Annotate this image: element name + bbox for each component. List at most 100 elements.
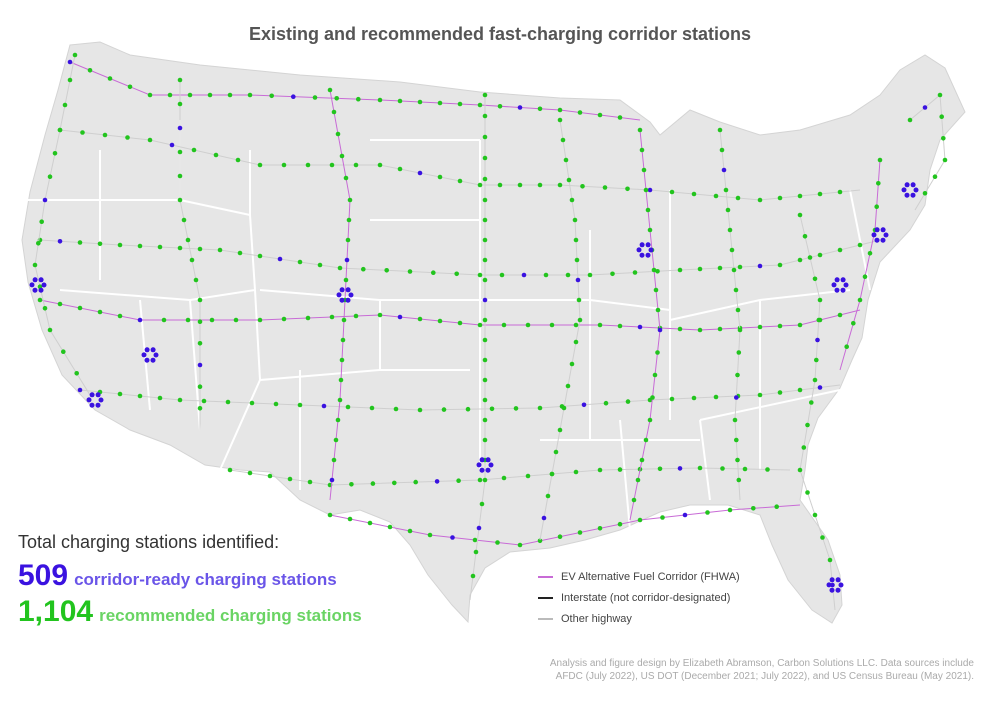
corridor-ready-station-marker: [648, 247, 654, 253]
corridor-ready-station-marker: [485, 457, 491, 463]
recommended-station-marker: [482, 437, 488, 443]
recommended-station-marker: [437, 318, 443, 324]
recommended-station-marker: [723, 187, 729, 193]
corridor-ready-station-marker: [95, 392, 101, 398]
recommended-station-marker: [437, 174, 443, 180]
recommended-station-marker: [565, 272, 571, 278]
corridor-ready-station-marker: [657, 327, 663, 333]
legend-item-ev-corridor: EV Alternative Fuel Corridor (FHWA): [538, 566, 740, 587]
recommended-station-marker: [57, 127, 63, 133]
recommended-station-marker: [97, 309, 103, 315]
recommended-station-marker: [157, 244, 163, 250]
recommended-station-marker: [557, 182, 563, 188]
recommended-station-marker: [489, 406, 495, 412]
corridor-ready-station-marker: [647, 187, 653, 193]
recommended-station-marker: [557, 427, 563, 433]
corridor-ready-station-marker: [901, 187, 907, 193]
recommended-station-marker: [757, 324, 763, 330]
recommended-station-marker: [177, 197, 183, 203]
corridor-ready-station-marker: [95, 402, 101, 408]
recommended-station-marker: [587, 272, 593, 278]
recommended-station-marker: [257, 253, 263, 259]
recommended-station-marker: [161, 317, 167, 323]
recommended-station-marker: [617, 467, 623, 472]
legend-swatch-other-highway: [538, 617, 553, 620]
corridor-ready-station-marker: [913, 187, 919, 193]
recommended-station-marker: [597, 467, 603, 473]
recommended-station-marker: [477, 322, 483, 328]
recommended-station-marker: [127, 84, 133, 90]
recommended-station-marker: [356, 96, 361, 102]
recommended-station-marker: [217, 247, 223, 253]
recommended-station-marker: [643, 187, 649, 193]
recommended-station-marker: [720, 466, 725, 471]
totals-heading: Total charging stations identified:: [18, 532, 280, 552]
corridor-ready-station-marker: [336, 292, 342, 298]
recommended-station-marker: [117, 242, 123, 248]
recommended-station-marker: [297, 402, 303, 408]
recommended-station-marker: [617, 323, 623, 329]
recommended-station-marker: [497, 182, 503, 188]
corridor-ready-station-marker: [476, 462, 482, 468]
recommended-station-marker: [719, 147, 725, 153]
recommended-station-marker: [777, 195, 783, 201]
recommended-station-marker: [563, 157, 569, 163]
recommended-station-marker: [465, 406, 471, 412]
recommended-station-marker: [731, 267, 737, 273]
recommended-station-marker: [343, 277, 349, 283]
recommended-station-marker: [338, 377, 344, 383]
recommended-station-marker: [851, 321, 856, 326]
recommended-station-marker: [525, 322, 531, 328]
recommended-row: 1,104 recommended charging stations: [18, 595, 362, 631]
recommended-station-marker: [417, 99, 423, 105]
recommended-station-marker: [717, 326, 723, 332]
recommended-label: recommended charging stations: [99, 606, 362, 625]
recommended-station-marker: [817, 191, 823, 197]
corridor-ready-station-marker: [829, 587, 835, 593]
recommended-station-marker: [941, 136, 946, 141]
corridor-ready-station-marker: [450, 535, 455, 540]
corridor-ready-station-marker: [141, 352, 147, 358]
corridor-ready-station-marker: [757, 263, 763, 269]
recommended-station-marker: [47, 327, 53, 333]
recommended-station-marker: [697, 465, 703, 471]
recommended-station-marker: [797, 212, 803, 218]
recommended-station-marker: [809, 400, 814, 405]
recommended-station-marker: [774, 504, 779, 510]
recommended-station-marker: [454, 271, 460, 277]
recommended-station-marker: [580, 184, 585, 189]
recommended-station-marker: [457, 101, 463, 107]
recommended-station-marker: [307, 479, 313, 485]
recommended-station-marker: [765, 467, 770, 472]
recommended-station-marker: [737, 327, 743, 333]
recommended-station-marker: [287, 476, 293, 482]
recommended-station-marker: [569, 197, 575, 203]
corridor-ready-station-marker: [645, 242, 651, 248]
recommended-station-marker: [805, 490, 810, 495]
corridor-ready-station-marker: [89, 402, 95, 408]
corridor-ready-station-marker: [677, 466, 683, 471]
recommended-station-marker: [247, 470, 253, 476]
recommended-station-marker: [669, 396, 675, 402]
recommended-station-marker: [657, 466, 663, 472]
recommended-station-marker: [757, 392, 763, 398]
recommended-station-marker: [233, 317, 239, 323]
recommended-station-marker: [932, 174, 938, 179]
recommended-station-marker: [650, 395, 655, 400]
legend-label-interstate: Interstate (not corridor-designated): [561, 591, 731, 604]
recommended-station-marker: [655, 307, 661, 313]
recommended-station-marker: [517, 542, 523, 548]
corridor-ready-station-marker: [57, 239, 63, 244]
recommended-station-marker: [801, 445, 807, 450]
recommended-station-marker: [777, 323, 783, 329]
recommended-station-marker: [643, 437, 649, 443]
recommended-station-marker: [181, 217, 187, 223]
recommended-station-marker: [473, 549, 479, 555]
recommended-station-marker: [36, 241, 41, 246]
recommended-station-marker: [201, 398, 207, 404]
recommended-station-marker: [736, 477, 742, 483]
recommended-station-marker: [577, 110, 583, 115]
recommended-station-marker: [805, 422, 810, 428]
recommended-station-marker: [513, 406, 519, 411]
us-landmass: [21, 41, 966, 624]
